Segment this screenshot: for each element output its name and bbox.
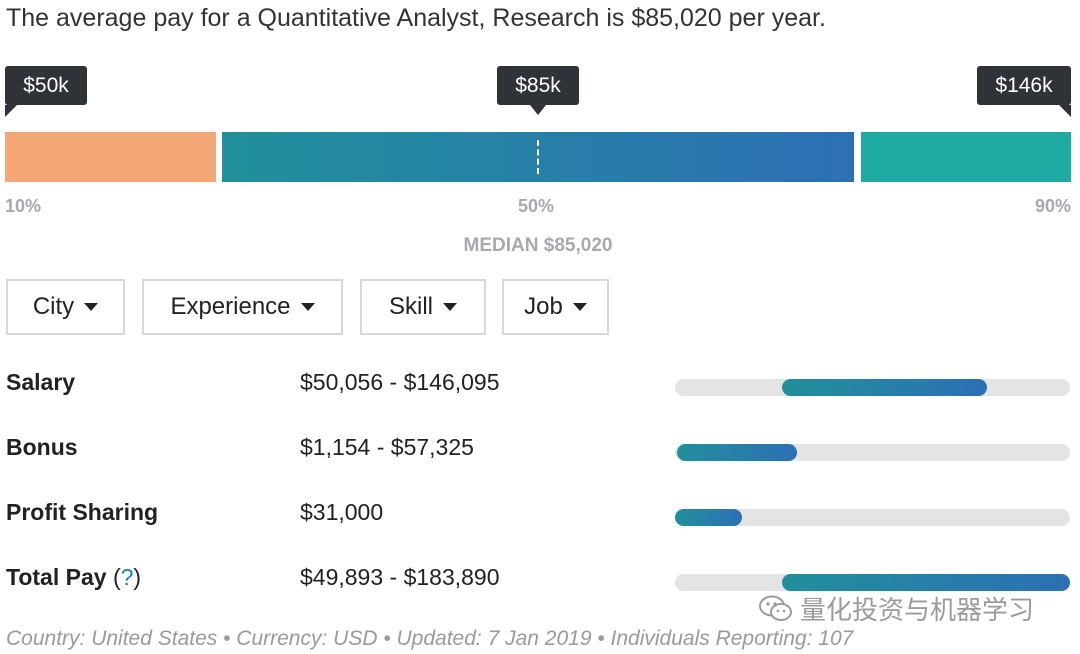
median-label: MEDIAN $85,020 — [463, 235, 613, 256]
page-headline: The average pay for a Quantitative Analy… — [6, 4, 826, 32]
percentile-50-label: 50% — [518, 196, 555, 216]
salary-range-fill — [781, 379, 988, 396]
watermark: 量化投资与机器学习 — [758, 590, 1034, 627]
callout-high-pointer — [1059, 105, 1071, 117]
total-pay-range-fill — [781, 574, 1070, 591]
help-link[interactable]: ? — [120, 564, 134, 590]
bonus-range-fill — [676, 444, 798, 461]
percentile-90-label: 90% — [1034, 196, 1071, 216]
filter-skill-label: Skill — [388, 293, 433, 320]
bonus-range-track — [675, 444, 1070, 461]
salary-value: $50,056 - $146,095 — [300, 369, 500, 395]
caret-down-icon — [443, 303, 457, 311]
caret-down-icon — [572, 303, 587, 311]
callout-high-value: $146k — [995, 74, 1053, 97]
wechat-icon — [759, 595, 792, 621]
caret-down-icon — [84, 303, 99, 311]
filter-city-dropdown[interactable]: City — [6, 279, 125, 335]
salary-range-track — [675, 379, 1070, 396]
range-bar-high-segment — [861, 132, 1071, 182]
profit-sharing-value: $31,000 — [300, 499, 384, 525]
watermark-text: 量化投资与机器学习 — [800, 595, 1035, 625]
total-pay-label-text: Total Pay — [6, 564, 107, 590]
filter-city-label: City — [32, 293, 75, 320]
percentile-10-label: 10% — [5, 196, 42, 216]
callout-median: $85k — [497, 66, 579, 115]
range-bar-low-segment — [5, 132, 216, 182]
salary-label: Salary — [6, 369, 76, 395]
total-pay-range-track — [675, 574, 1070, 591]
bonus-value: $1,154 - $57,325 — [300, 434, 474, 460]
callout-low: $50k — [5, 66, 87, 117]
profit-sharing-label: Profit Sharing — [6, 499, 159, 525]
filter-job-dropdown[interactable]: Job — [502, 279, 609, 335]
profit-sharing-range-track — [675, 509, 1070, 526]
callout-low-pointer — [5, 105, 17, 117]
median-marker-line — [537, 140, 539, 174]
footer-meta: Country: United States • Currency: USD •… — [6, 627, 854, 650]
profit-sharing-range-fill — [675, 509, 743, 526]
caret-down-icon — [300, 303, 315, 311]
callout-median-value: $85k — [515, 74, 561, 97]
callout-high: $146k — [977, 66, 1071, 117]
total-pay-help: (?) — [112, 564, 142, 590]
filter-experience-label: Experience — [170, 293, 291, 320]
total-pay-value: $49,893 - $183,890 — [300, 564, 500, 590]
filter-experience-dropdown[interactable]: Experience — [142, 279, 343, 335]
total-pay-label: Total Pay (?) — [6, 564, 141, 591]
callout-low-value: $50k — [23, 74, 69, 97]
callout-median-pointer — [530, 105, 546, 115]
filter-skill-dropdown[interactable]: Skill — [360, 279, 486, 335]
filter-job-label: Job — [524, 293, 563, 320]
bonus-label: Bonus — [6, 434, 78, 460]
